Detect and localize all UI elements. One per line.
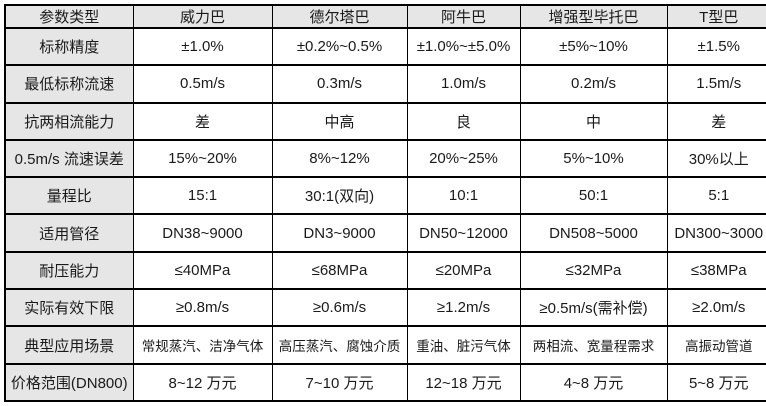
table-cell: ≥0.5m/s(需补偿) — [519, 288, 668, 328]
table-cell: ≤38MPa — [666, 250, 766, 291]
header-row: 参数类型 威力巴 德尔塔巴 阿牛巴 增强型毕托巴 T型巴 — [4, 4, 766, 29]
table-cell: 0.2m/s — [519, 64, 668, 104]
table-cell: ≥0.8m/s — [132, 288, 273, 328]
table-cell: DN300~3000 — [666, 213, 766, 253]
table-cell: 差 — [666, 101, 766, 141]
table-row-pressure-rating: 耐压能力 ≤40MPa ≤68MPa ≤20MPa ≤32MPa ≤38MPa — [4, 250, 766, 291]
table-cell: DN508~5000 — [519, 213, 668, 253]
table-cell: ≤68MPa — [271, 250, 408, 291]
table-cell: 1.5m/s — [666, 64, 766, 104]
table-cell: ≤32MPa — [519, 250, 668, 291]
table-cell: ±0.2%~0.5% — [271, 26, 408, 67]
table-row-pipe-diameter: 适用管径 DN38~9000 DN3~9000 DN50~12000 DN508… — [4, 213, 766, 253]
table-cell: ≥0.6m/s — [271, 288, 408, 328]
column-header-aniuba: 阿牛巴 — [406, 4, 521, 29]
table-cell: 5:1 — [666, 176, 766, 216]
table-row-min-velocity: 最低标称流速 0.5m/s 0.3m/s 1.0m/s 0.2m/s 1.5m/… — [4, 64, 766, 104]
table-cell: ±1.0%~±5.0% — [406, 26, 521, 67]
table-cell: 良 — [406, 101, 521, 141]
table-cell: 5~8 万元 — [666, 362, 766, 403]
table-cell: DN3~9000 — [271, 213, 408, 253]
table-cell: ≥1.2m/s — [406, 288, 521, 328]
row-label: 价格范围(DN800) — [4, 362, 134, 403]
table-cell: 8~12 万元 — [132, 362, 273, 403]
table-cell: ≥2.0m/s — [666, 288, 766, 328]
table-cell: 20%~25% — [406, 138, 521, 179]
column-header-t-type: T型巴 — [666, 4, 766, 29]
table-cell: 高压蒸汽、腐蚀介质 — [271, 325, 408, 365]
table-cell: 7~10 万元 — [271, 362, 408, 403]
table-cell: 12~18 万元 — [406, 362, 521, 403]
table-cell: DN38~9000 — [132, 213, 273, 253]
table-cell: 常规蒸汽、洁净气体 — [132, 325, 273, 365]
table-cell: ≤40MPa — [132, 250, 273, 291]
table-cell: ±5%~10% — [519, 26, 668, 67]
flowmeter-comparison-table: 参数类型 威力巴 德尔塔巴 阿牛巴 增强型毕托巴 T型巴 标称精度 ±1.0% … — [4, 4, 766, 403]
row-label: 量程比 — [4, 176, 134, 216]
table-row-turndown-ratio: 量程比 15:1 30:1(双向) 10:1 50:1 5:1 — [4, 176, 766, 216]
table-cell: 15:1 — [132, 176, 273, 216]
table-row-typical-applications: 典型应用场景 常规蒸汽、洁净气体 高压蒸汽、腐蚀介质 重油、脏污气体 两相流、宽… — [4, 325, 766, 365]
table-row-effective-lower-limit: 实际有效下限 ≥0.8m/s ≥0.6m/s ≥1.2m/s ≥0.5m/s(需… — [4, 288, 766, 328]
table-row-velocity-error: 0.5m/s 流速误差 15%~20% 8%~12% 20%~25% 5%~10… — [4, 138, 766, 179]
table-cell: 差 — [132, 101, 273, 141]
table-cell: ±1.0% — [132, 26, 273, 67]
table-cell: ≤20MPa — [406, 250, 521, 291]
table-row-two-phase: 抗两相流能力 差 中高 良 中 差 — [4, 101, 766, 141]
row-label: 抗两相流能力 — [4, 101, 134, 141]
table-cell: 30:1(双向) — [271, 176, 408, 216]
table-cell: 1.0m/s — [406, 64, 521, 104]
table-cell: DN50~12000 — [406, 213, 521, 253]
row-label: 实际有效下限 — [4, 288, 134, 328]
table-cell: 8%~12% — [271, 138, 408, 179]
table-cell: 0.3m/s — [271, 64, 408, 104]
table-cell: 0.5m/s — [132, 64, 273, 104]
column-header-deertaba: 德尔塔巴 — [271, 4, 408, 29]
table-row-accuracy: 标称精度 ±1.0% ±0.2%~0.5% ±1.0%~±5.0% ±5%~10… — [4, 26, 766, 67]
table-cell: 中 — [519, 101, 668, 141]
row-label: 适用管径 — [4, 213, 134, 253]
table-cell: ±1.5% — [666, 26, 766, 67]
table-cell: 中高 — [271, 101, 408, 141]
table-cell: 4~8 万元 — [519, 362, 668, 403]
row-label: 典型应用场景 — [4, 325, 134, 365]
row-label: 0.5m/s 流速误差 — [4, 138, 134, 179]
table-cell: 10:1 — [406, 176, 521, 216]
table-cell: 30%以上 — [666, 138, 766, 179]
row-label: 最低标称流速 — [4, 64, 134, 104]
table-cell: 5%~10% — [519, 138, 668, 179]
table-row-price-range: 价格范围(DN800) 8~12 万元 7~10 万元 12~18 万元 4~8… — [4, 362, 766, 403]
row-label: 标称精度 — [4, 26, 134, 67]
row-label: 耐压能力 — [4, 250, 134, 291]
table-cell: 高振动管道 — [666, 325, 766, 365]
column-header-weiliba: 威力巴 — [132, 4, 273, 29]
table-cell: 15%~20% — [132, 138, 273, 179]
table-cell: 50:1 — [519, 176, 668, 216]
table-cell: 两相流、宽量程需求 — [519, 325, 668, 365]
column-header-parameter-type: 参数类型 — [4, 4, 134, 29]
table-cell: 重油、脏污气体 — [406, 325, 521, 365]
column-header-enhanced-pitot: 增强型毕托巴 — [519, 4, 668, 29]
